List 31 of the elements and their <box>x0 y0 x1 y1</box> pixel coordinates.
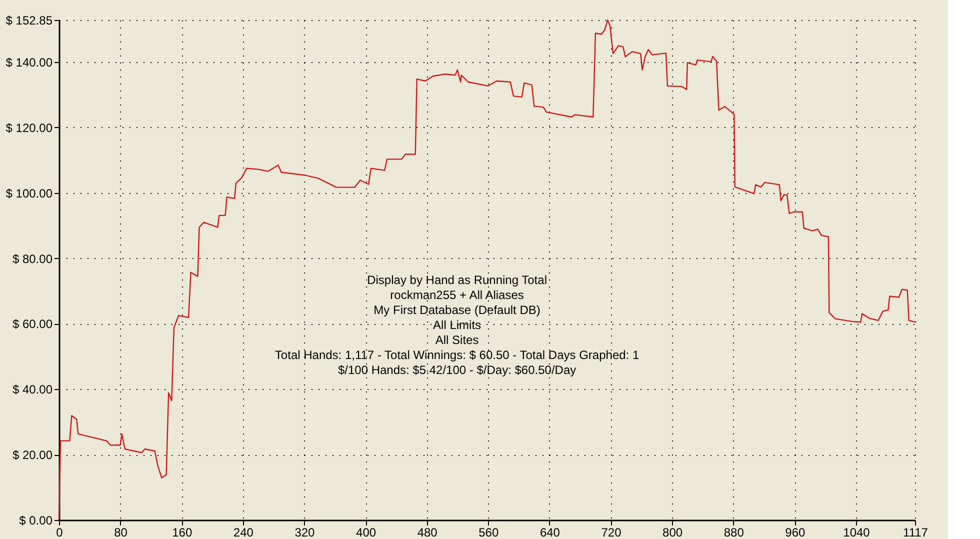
y-tick-label: $ 20.00 <box>12 448 53 462</box>
annotation: Total Hands: 1,117 - Total Winnings: $ 60.50 - Total Days Graphed: 1 <box>274 348 640 362</box>
annotation: My First Database (Default DB) <box>374 303 540 317</box>
x-tick-label: 160 <box>172 526 192 539</box>
y-tick-label: $ 40.00 <box>12 382 53 397</box>
x-tick-label: 1117 <box>903 526 928 539</box>
annotation: Display by Hand as Running Total <box>367 273 547 287</box>
annotation: All Limits <box>433 318 482 332</box>
y-tick-label: $ 152.85 <box>6 14 53 28</box>
x-tick-label: 400 <box>356 526 376 539</box>
x-tick-label: 880 <box>724 526 744 539</box>
y-tick-label: $ 140.00 <box>6 56 53 70</box>
x-tick-label: 800 <box>662 526 683 539</box>
x-tick-label: 1040 <box>843 526 870 539</box>
y-tick-label: $ 100.00 <box>6 186 53 200</box>
y-tick-label: $ 120.00 <box>6 120 53 135</box>
x-tick-label: 960 <box>785 526 806 539</box>
x-tick-label: 320 <box>294 526 316 539</box>
annotation: rockman255 + All Aliases <box>390 288 524 302</box>
annotation: All Sites <box>435 333 479 347</box>
x-tick-label: 80 <box>114 526 128 539</box>
x-tick-label: 480 <box>417 526 438 539</box>
x-tick-label: 560 <box>478 526 499 539</box>
y-tick-label: $ 0.00 <box>19 514 53 528</box>
annotation: $/100 Hands: $5.42/100 - $/Day: $60.50/Day <box>338 363 576 377</box>
x-tick-label: 240 <box>233 526 254 539</box>
x-tick-label: 0 <box>56 526 64 539</box>
x-tick-label: 720 <box>601 526 622 539</box>
x-tick-label: 640 <box>540 526 560 539</box>
y-tick-label: $ 80.00 <box>12 252 53 266</box>
y-tick-label: $ 60.00 <box>12 317 53 332</box>
